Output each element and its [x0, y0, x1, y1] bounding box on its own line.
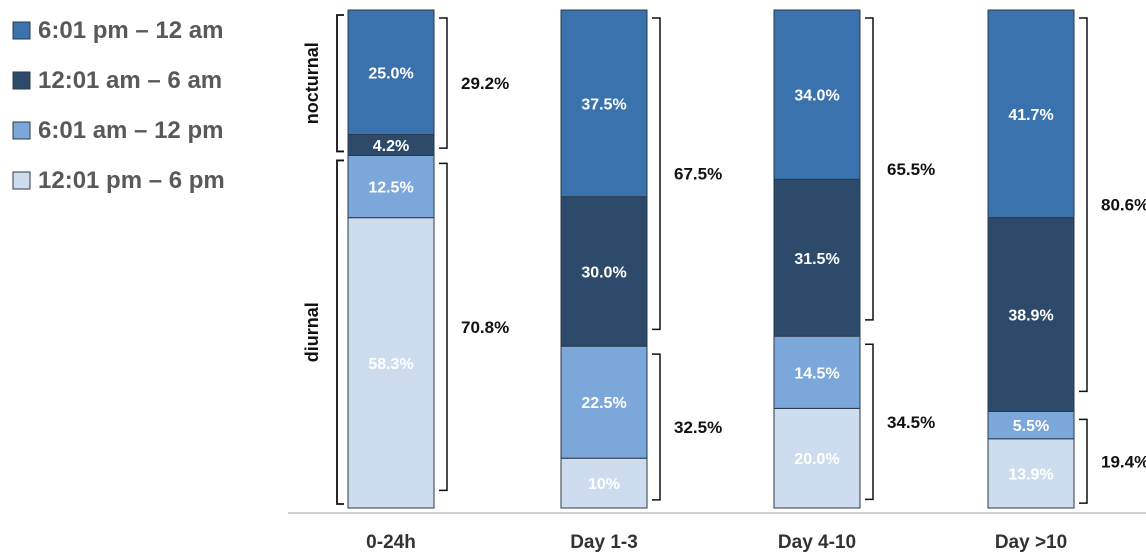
group-brackets: nocturnal diurnal [302, 14, 344, 505]
group-label-diurnal: diurnal [302, 302, 322, 362]
bar-segment-day-4-10-6-01-pm-12-am [773, 9, 861, 180]
legend-entry-6-01-am-12-pm: 6:01 am – 12 pm [38, 117, 223, 144]
bar-segment-day-1-3-6-01-pm-12-am [560, 9, 648, 198]
category-label-day-1-3: Day 1-3 [570, 532, 638, 553]
bracket-day-10-7 [1079, 418, 1088, 504]
bracket-day-1-3-3 [652, 353, 661, 501]
bar-segment-day-1-3-12-01-am-6-am [560, 196, 648, 347]
data-label-day-1-3-6-01-am-12-pm: 22.5% [581, 395, 626, 412]
bracket-label-day-10-7: 19.4% [1101, 452, 1146, 471]
bracket-label-day-1-3-2: 67.5% [674, 165, 722, 184]
legend-entry-12-01-am-6-am: 12:01 am – 6 am [38, 67, 222, 94]
bracket-0-24h-0 [439, 17, 448, 149]
category-label-day-10: Day >10 [995, 532, 1067, 553]
bracket-label-day-4-10-5: 34.5% [887, 413, 935, 432]
data-label-0-24h-6-01-am-12-pm: 12.5% [368, 180, 413, 197]
data-label-day-10-12-01-pm-6-pm: 13.9% [1008, 466, 1053, 483]
data-label-day-1-3-6-01-pm-12-am: 37.5% [581, 96, 626, 113]
data-label-day-4-10-12-01-pm-6-pm: 20.0% [794, 451, 839, 468]
bracket-day-4-10-4 [865, 17, 874, 321]
bar-segment-day-4-10-12-01-am-6-am [773, 178, 861, 337]
bar-segment-day-10-12-01-pm-6-pm [987, 438, 1075, 509]
data-label-day-4-10-6-01-am-12-pm: 14.5% [794, 365, 839, 382]
bracket-label-day-10-6: 80.6% [1101, 196, 1146, 215]
bracket-0-24h-1 [439, 162, 448, 492]
bar-segment-day-4-10-6-01-am-12-pm [773, 335, 861, 409]
legend: 6:01 pm – 12 am 12:01 am – 6 am 6:01 am – … [12, 17, 225, 194]
legend-swatch-12-01-am-6-am [12, 71, 31, 90]
brackets: 29.2% 70.8% 67.5% 32.5% 65.5% 34.5% 80.6% 19.4% [439, 17, 1146, 504]
data-label-day-4-10-6-01-pm-12-am: 34.0% [794, 88, 839, 105]
legend-entry-6-01-pm-12-am: 6:01 pm – 12 am [38, 17, 223, 44]
data-label-day-10-6-01-am-12-pm: 5.5% [1013, 418, 1049, 435]
legend-swatch-6-01-pm-12-am [12, 21, 31, 40]
data-label-day-1-3-12-01-pm-6-pm: 10% [588, 476, 620, 493]
data-label-day-1-3-12-01-am-6-am: 30.0% [581, 264, 626, 281]
data-label-day-4-10-12-01-am-6-am: 31.5% [794, 251, 839, 268]
bar-segment-day-1-3-12-01-pm-6-pm [560, 457, 648, 509]
bar-segment-day-10-6-01-pm-12-am [987, 9, 1075, 219]
bracket-day-1-3-2 [652, 17, 661, 331]
data-label-day-10-12-01-am-6-am: 38.9% [1008, 308, 1053, 325]
data-label-0-24h-6-01-pm-12-am: 25.0% [368, 65, 413, 82]
bracket-label-0-24h-0: 29.2% [461, 74, 509, 93]
category-label-0-24h: 0-24h [366, 532, 416, 553]
bracket-label-0-24h-1: 70.8% [461, 318, 509, 337]
legend-swatch-12-01-pm-6-pm [12, 171, 31, 190]
group-bracket-diurnal [336, 159, 344, 505]
bar-segment-day-10-6-01-am-12-pm [987, 410, 1075, 440]
group-bracket-nocturnal [336, 14, 344, 153]
bar-segment-day-4-10-12-01-pm-6-pm [773, 407, 861, 509]
data-label-0-24h-12-01-pm-6-pm: 58.3% [368, 356, 413, 373]
data-label-day-10-6-01-pm-12-am: 41.7% [1008, 107, 1053, 124]
bracket-label-day-1-3-3: 32.5% [674, 418, 722, 437]
bar-segment-0-24h-6-01-am-12-pm [347, 154, 435, 219]
bars [347, 9, 1075, 509]
category-labels: 0-24h Day 1-3 Day 4-10 Day >10 [366, 532, 1067, 553]
bracket-label-day-4-10-4: 65.5% [887, 160, 935, 179]
bar-segment-0-24h-6-01-pm-12-am [347, 9, 435, 135]
legend-swatch-6-01-am-12-pm [12, 121, 31, 140]
bracket-day-10-6 [1079, 17, 1088, 393]
group-label-nocturnal: nocturnal [302, 42, 322, 124]
bar-segment-0-24h-12-01-pm-6-pm [347, 217, 435, 509]
bar-segment-day-10-12-01-am-6-am [987, 217, 1075, 412]
bar-segment-day-1-3-6-01-am-12-pm [560, 345, 648, 459]
bracket-day-4-10-5 [865, 343, 874, 501]
legend-entry-12-01-pm-6-pm: 12:01 pm – 6 pm [38, 167, 225, 194]
category-label-day-4-10: Day 4-10 [778, 532, 856, 553]
data-label-0-24h-12-01-am-6-am: 4.2% [373, 138, 409, 155]
segment-labels: 58.3% 12.5% 4.2% 25.0% 10% 22.5% 30.0% 37.5% 20.… [368, 65, 1053, 493]
